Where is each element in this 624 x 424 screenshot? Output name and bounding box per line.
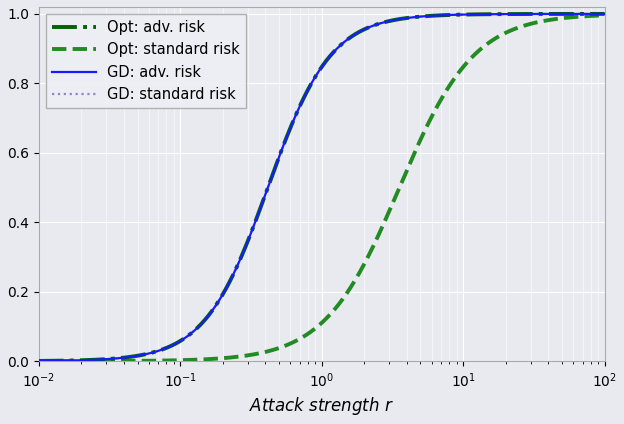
GD: adv. risk: (0.342, 0.404): adv. risk: (0.342, 0.404) (252, 218, 260, 223)
GD: adv. risk: (0.01, 0.000682): adv. risk: (0.01, 0.000682) (35, 358, 42, 363)
Opt: standard risk: (0.0286, 0.00035): standard risk: (0.0286, 0.00035) (99, 359, 107, 364)
Opt: standard risk: (0.342, 0.0206): standard risk: (0.342, 0.0206) (252, 351, 260, 357)
GD: adv. risk: (0.0494, 0.0152): adv. risk: (0.0494, 0.0152) (133, 353, 140, 358)
GD: standard risk: (0.0494, 0.0152): standard risk: (0.0494, 0.0152) (133, 353, 140, 358)
GD: standard risk: (0.01, 0.000682): standard risk: (0.01, 0.000682) (35, 358, 42, 363)
GD: standard risk: (0.0286, 0.00529): standard risk: (0.0286, 0.00529) (99, 357, 107, 362)
GD: adv. risk: (0.0286, 0.00529): adv. risk: (0.0286, 0.00529) (99, 357, 107, 362)
Opt: adv. risk: (83.4, 1): adv. risk: (83.4, 1) (590, 11, 597, 17)
GD: adv. risk: (30.9, 1): adv. risk: (30.9, 1) (529, 11, 536, 17)
GD: standard risk: (0.342, 0.404): standard risk: (0.342, 0.404) (252, 218, 260, 223)
GD: standard risk: (30.9, 1): standard risk: (30.9, 1) (529, 11, 536, 17)
Opt: standard risk: (83.4, 0.995): standard risk: (83.4, 0.995) (590, 13, 597, 18)
Opt: adv. risk: (0.01, 0.000682): adv. risk: (0.01, 0.000682) (35, 358, 42, 363)
X-axis label: Attack strength $r$: Attack strength $r$ (249, 395, 394, 417)
Opt: adv. risk: (0.0286, 0.00529): adv. risk: (0.0286, 0.00529) (99, 357, 107, 362)
Line: Opt: adv. risk: Opt: adv. risk (39, 14, 605, 361)
GD: standard risk: (0.51, 0.597): standard risk: (0.51, 0.597) (276, 151, 284, 156)
Opt: adv. risk: (0.0494, 0.0152): adv. risk: (0.0494, 0.0152) (133, 353, 140, 358)
Opt: standard risk: (0.0494, 0.000863): standard risk: (0.0494, 0.000863) (133, 358, 140, 363)
Opt: adv. risk: (100, 1): adv. risk: (100, 1) (601, 11, 608, 17)
Opt: adv. risk: (0.51, 0.597): adv. risk: (0.51, 0.597) (276, 151, 284, 156)
GD: adv. risk: (83.4, 1): adv. risk: (83.4, 1) (590, 11, 597, 17)
GD: adv. risk: (0.51, 0.597): adv. risk: (0.51, 0.597) (276, 151, 284, 156)
Opt: standard risk: (100, 0.996): standard risk: (100, 0.996) (601, 13, 608, 18)
Opt: standard risk: (30.9, 0.973): standard risk: (30.9, 0.973) (529, 21, 536, 26)
Opt: standard risk: (0.01, 6.19e-05): standard risk: (0.01, 6.19e-05) (35, 359, 42, 364)
GD: standard risk: (83.4, 1): standard risk: (83.4, 1) (590, 11, 597, 17)
GD: standard risk: (100, 1): standard risk: (100, 1) (601, 11, 608, 17)
Line: GD: standard risk: GD: standard risk (39, 14, 605, 361)
Opt: adv. risk: (0.342, 0.404): adv. risk: (0.342, 0.404) (252, 218, 260, 223)
Opt: standard risk: (0.51, 0.0391): standard risk: (0.51, 0.0391) (276, 345, 284, 350)
Legend: Opt: adv. risk, Opt: standard risk, GD: adv. risk, GD: standard risk: Opt: adv. risk, Opt: standard risk, GD: … (46, 14, 246, 108)
Opt: adv. risk: (30.9, 1): adv. risk: (30.9, 1) (529, 11, 536, 17)
GD: adv. risk: (100, 1): adv. risk: (100, 1) (601, 11, 608, 17)
Line: GD: adv. risk: GD: adv. risk (39, 14, 605, 361)
Line: Opt: standard risk: Opt: standard risk (39, 15, 605, 361)
